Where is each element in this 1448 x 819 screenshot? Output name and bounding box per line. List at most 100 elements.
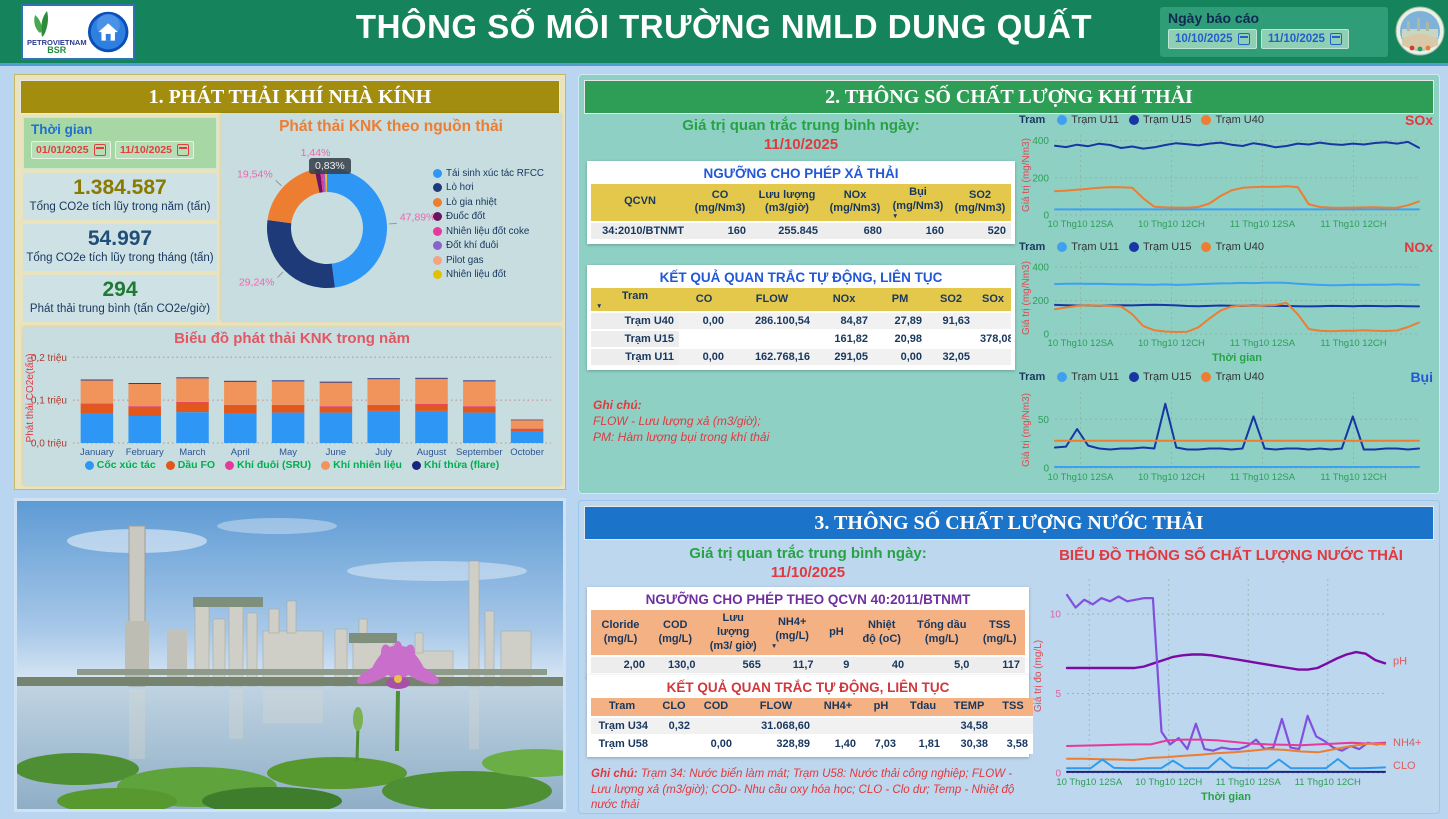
calendar-icon — [1237, 33, 1250, 45]
nox-chart[interactable]: 0 200 400 10 Thg10 12SA 10 Thg10 12CH 11 Thg1… — [1019, 256, 1433, 366]
table-cell: Trạm U11 — [591, 347, 679, 366]
bar-chart[interactable]: 0,0 triệu 0,1 triệu 0,2 triệu Phát thải CO2… — [23, 347, 559, 459]
petrovietnam-logo: PETROVIETNAM BSR — [27, 9, 87, 56]
time-from[interactable]: 01/01/2025 — [31, 141, 111, 159]
kpi-co2-avg: 294 Phát thải trung bình (tấn CO2e/giờ) — [23, 275, 217, 322]
legend-item[interactable]: Khí nhiên liệu — [321, 459, 402, 471]
table-cell: 0,00 — [873, 347, 927, 366]
legend-item[interactable]: Trạm U15 — [1128, 371, 1191, 383]
sort-indicator-icon[interactable]: ▼ — [770, 642, 778, 650]
chart-title: Bụi — [1410, 369, 1433, 385]
table-cell — [901, 716, 945, 735]
kpi-value: 1.384.587 — [73, 176, 167, 199]
legend-item[interactable]: Khí thừa (flare) — [411, 459, 500, 471]
svg-text:10: 10 — [1050, 609, 1062, 620]
column-header: CLO — [653, 698, 695, 717]
svg-text:Giá trị (mg/Nm3): Giá trị (mg/Nm3) — [1021, 261, 1032, 335]
table-cell: 91,63 — [927, 311, 975, 330]
avg-label: Giá trị quan trắc trung bình ngày: — [689, 545, 927, 562]
sort-indicator-icon[interactable]: ▼ — [892, 212, 899, 220]
table-cell — [861, 716, 901, 735]
column-header: Lưu lượng (m3/ giờ) — [700, 610, 766, 657]
table-cell: 34,58 — [945, 716, 993, 735]
svg-text:10 Thg10 12SA: 10 Thg10 12SA — [1048, 338, 1115, 349]
svg-text:CLO: CLO — [1393, 760, 1416, 772]
table-cell: 84,87 — [815, 311, 873, 330]
legend-item[interactable]: Pilot gas — [433, 255, 557, 266]
section2-title: 2. THÔNG SỐ CHẤT LƯỢNG KHÍ THẢI — [584, 80, 1434, 114]
table-title: KẾT QUẢ QUAN TRẮC TỰ ĐỘNG, LIÊN TỤC — [666, 680, 950, 695]
legend-item[interactable]: Đốt khí đuôi — [433, 240, 557, 251]
table-cell — [695, 716, 737, 735]
svg-text:10 Thg10 12CH: 10 Thg10 12CH — [1138, 472, 1205, 483]
time-to[interactable]: 11/10/2025 — [115, 141, 194, 159]
svg-text:0: 0 — [1055, 769, 1061, 780]
legend-item[interactable]: Khí đuôi (SRU) — [225, 459, 311, 471]
column-header: COD (mg/L) — [649, 610, 701, 657]
kpi-co2-year: 1.384.587 Tổng CO2e tích lũy trong năm (… — [23, 173, 217, 220]
svg-text:Thời gian: Thời gian — [1201, 791, 1251, 803]
legend-label: Nhiên liệu đốt coke — [446, 225, 530, 237]
svg-text:11 Thg10 12SA: 11 Thg10 12SA — [1216, 777, 1282, 788]
column-header: Tram — [591, 698, 653, 717]
svg-text:400: 400 — [1032, 136, 1049, 147]
water-chart[interactable]: 0 5 10 10 Thg10 12SA 10 Thg10 12CH 11 Thg10 1… — [1031, 573, 1433, 805]
legend-dot-icon — [1057, 242, 1068, 252]
legend-item[interactable]: Trạm U11 — [1057, 114, 1119, 126]
dust-chart[interactable]: 0 50 10 Thg10 12SA 10 Thg10 12CH 11 Thg10 12… — [1019, 386, 1433, 486]
column-header: NOx — [815, 288, 873, 312]
legend-item[interactable]: Trạm U15 — [1128, 114, 1191, 126]
legend-item[interactable]: Dầu FO — [165, 459, 215, 471]
legend-item[interactable]: Trạm U15 — [1128, 241, 1191, 253]
legend-item[interactable]: Tái sinh xúc tác RFCC — [433, 168, 557, 179]
report-date-to[interactable]: 11/10/2025 — [1261, 29, 1349, 49]
donut-chart[interactable]: 47,89% 29,24% 19,54% 1,44% Tái sinh xúc tác … — [221, 136, 561, 312]
legend-dot-icon — [411, 460, 421, 470]
legend-item[interactable]: Nhiên liệu đốt coke — [433, 226, 557, 237]
table-cell — [993, 716, 1033, 735]
table-row: Trạm U11 0,00 162.768,16 291,05 0,00 32,05 — [591, 347, 1011, 366]
nox-chart-block: Tram Trạm U11 Trạm U15 Trạm U40 NOx 0 200 400 1… — [1019, 238, 1433, 366]
calendar-icon — [1329, 33, 1342, 45]
table-cell: 520 — [949, 221, 1011, 240]
legend-label: Trạm U11 — [1071, 371, 1119, 383]
legend-item[interactable]: Lò hơi — [433, 182, 557, 193]
legend-dot-icon — [433, 183, 442, 193]
column-header: FLOW — [737, 698, 815, 717]
legend-item[interactable]: Đuốc đốt — [433, 211, 557, 222]
legend-label: Khí nhiên liệu — [333, 459, 402, 471]
home-button[interactable] — [87, 10, 129, 54]
sox-chart-block: Tram Trạm U11 Trạm U15 Trạm U40 SOx 0 200 400 1… — [1019, 111, 1433, 235]
sort-indicator-icon[interactable]: ▼ — [596, 302, 603, 310]
svg-text:September: September — [456, 447, 502, 458]
table-cell: 9 — [818, 656, 855, 675]
svg-text:50: 50 — [1038, 415, 1050, 426]
column-header: TSS — [993, 698, 1033, 717]
svg-text:400: 400 — [1032, 263, 1049, 274]
table-cell: 0,00 — [695, 734, 737, 753]
sox-chart[interactable]: 0 200 400 10 Thg10 12SA 10 Thg10 12CH 11 Thg1… — [1019, 129, 1433, 233]
table-cell: 30,38 — [945, 734, 993, 753]
svg-text:11 Thg10 12SA: 11 Thg10 12SA — [1230, 338, 1296, 349]
column-header: CO (mg/Nm3) — [689, 184, 751, 222]
legend-item[interactable]: Trạm U40 — [1201, 241, 1264, 253]
table-cell — [729, 329, 815, 348]
column-header: Tdau — [901, 698, 945, 717]
svg-text:47,89%: 47,89% — [400, 211, 433, 223]
legend-item[interactable]: Lò gia nhiệt — [433, 197, 557, 208]
avg-date: 11/10/2025 — [763, 136, 839, 153]
column-header: CO — [679, 288, 729, 312]
report-date-from[interactable]: 10/10/2025 — [1168, 29, 1257, 49]
legend-item[interactable]: Trạm U40 — [1201, 371, 1264, 383]
legend-item[interactable]: Trạm U11 — [1057, 241, 1119, 253]
company-logo: PETROVIETNAM BSR — [21, 4, 135, 60]
legend-item[interactable]: Cốc xúc tác — [84, 459, 156, 471]
legend-label: Khí thừa (flare) — [423, 459, 500, 471]
table-cell: 0,32 — [653, 716, 695, 735]
legend-item[interactable]: Trạm U40 — [1201, 114, 1264, 126]
legend-item[interactable]: Nhiên liệu đốt — [433, 269, 557, 280]
header-bar: THÔNG SỐ MÔI TRƯỜNG NMLD DUNG QUẤT PETRO… — [0, 0, 1448, 66]
legend-item[interactable]: Trạm U11 — [1057, 371, 1119, 383]
legend-label: Trạm U40 — [1215, 241, 1264, 253]
